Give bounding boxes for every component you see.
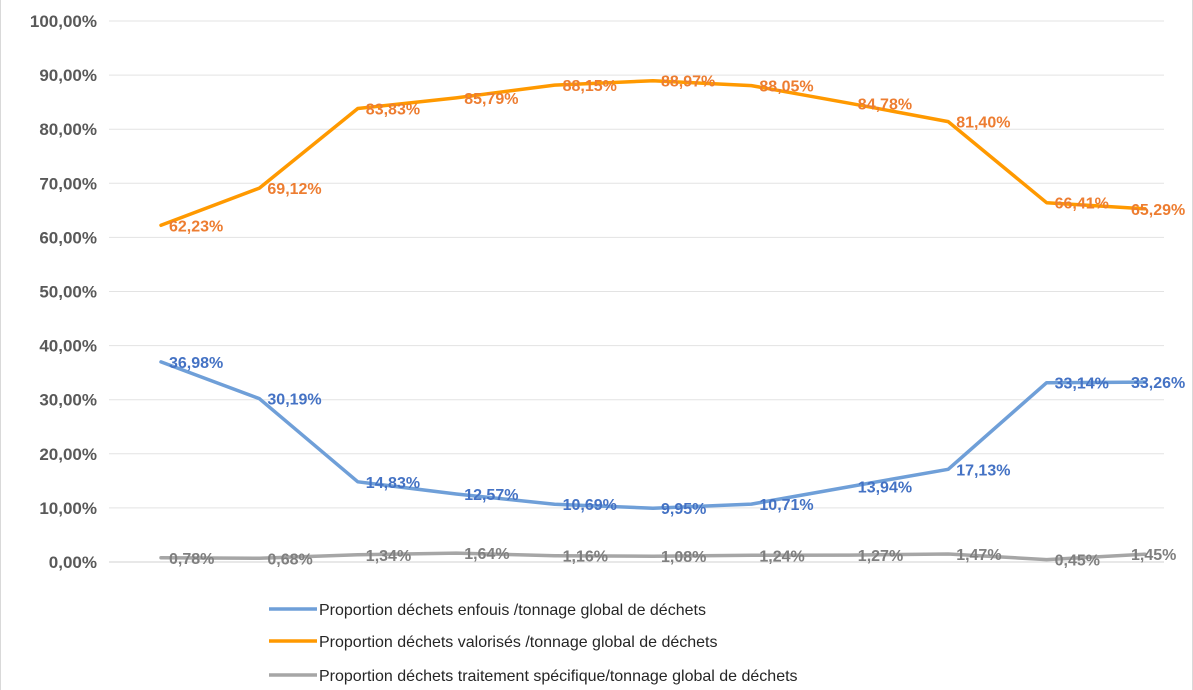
- data-label: 0,68%: [267, 551, 312, 568]
- data-label: 85,79%: [464, 91, 518, 108]
- data-labels: 36,98% 30,19% 14,83% 12,57% 10,69% 9,95% 10,71…: [169, 74, 1185, 570]
- data-label: 88,05%: [759, 79, 813, 96]
- data-label: 10,69%: [563, 497, 617, 514]
- y-tick-label: 100,00%: [30, 12, 97, 31]
- data-label: 30,19%: [267, 392, 321, 409]
- gridlines: [109, 20, 1164, 563]
- data-label: 1,34%: [366, 548, 411, 565]
- data-label: 1,45%: [1131, 547, 1176, 564]
- y-tick-label: 40,00%: [39, 337, 97, 356]
- data-label: 17,13%: [956, 462, 1010, 479]
- data-label: 81,40%: [956, 115, 1010, 132]
- y-axis-ticks: 0,00% 10,00% 20,00% 30,00% 40,00% 50,00% 60,00…: [30, 12, 97, 572]
- legend-label-1: Proportion déchets enfouis /tonnage glob…: [319, 602, 706, 619]
- y-tick-label: 10,00%: [39, 499, 97, 518]
- data-label: 84,78%: [858, 96, 912, 113]
- data-label: 1,47%: [956, 547, 1001, 564]
- y-tick-label: 90,00%: [39, 66, 97, 85]
- data-label: 9,95%: [661, 501, 706, 518]
- data-label: 69,12%: [267, 181, 321, 198]
- data-label: 1,64%: [464, 546, 509, 563]
- data-label: 36,98%: [169, 355, 223, 372]
- data-label: 66,41%: [1055, 196, 1109, 213]
- data-label: 33,26%: [1131, 375, 1185, 392]
- data-label: 88,15%: [563, 78, 617, 95]
- legend-label-3: Proportion déchets traitement spécifique…: [319, 668, 798, 685]
- data-label: 33,14%: [1055, 376, 1109, 393]
- data-label: 1,24%: [759, 548, 804, 565]
- y-tick-label: 70,00%: [39, 174, 97, 193]
- data-label: 1,27%: [858, 548, 903, 565]
- y-tick-label: 60,00%: [39, 228, 97, 247]
- series-line-3: [159, 551, 1147, 562]
- data-label: 65,29%: [1131, 202, 1185, 219]
- y-tick-label: 30,00%: [39, 391, 97, 410]
- legend-label-2: Proportion déchets valorisés /tonnage gl…: [319, 634, 717, 651]
- y-tick-label: 20,00%: [39, 445, 97, 464]
- data-label: 13,94%: [858, 480, 912, 497]
- series-line-2: [159, 78, 1147, 228]
- legend: Proportion déchets enfouis /tonnage glob…: [269, 602, 798, 685]
- y-tick-label: 80,00%: [39, 120, 97, 139]
- data-label: 1,16%: [563, 549, 608, 566]
- series-line-1: [159, 360, 1147, 510]
- data-label: 10,71%: [759, 497, 813, 514]
- data-label: 0,45%: [1055, 553, 1100, 570]
- data-label: 88,97%: [661, 74, 715, 91]
- data-label: 0,78%: [169, 551, 214, 568]
- data-label: 1,08%: [661, 549, 706, 566]
- y-tick-label: 0,00%: [49, 553, 97, 572]
- data-label: 83,83%: [366, 101, 420, 118]
- series-lines: [159, 78, 1147, 562]
- data-label: 14,83%: [366, 475, 420, 492]
- data-label: 62,23%: [169, 218, 223, 235]
- data-label: 12,57%: [464, 487, 518, 504]
- y-tick-label: 50,00%: [39, 283, 97, 302]
